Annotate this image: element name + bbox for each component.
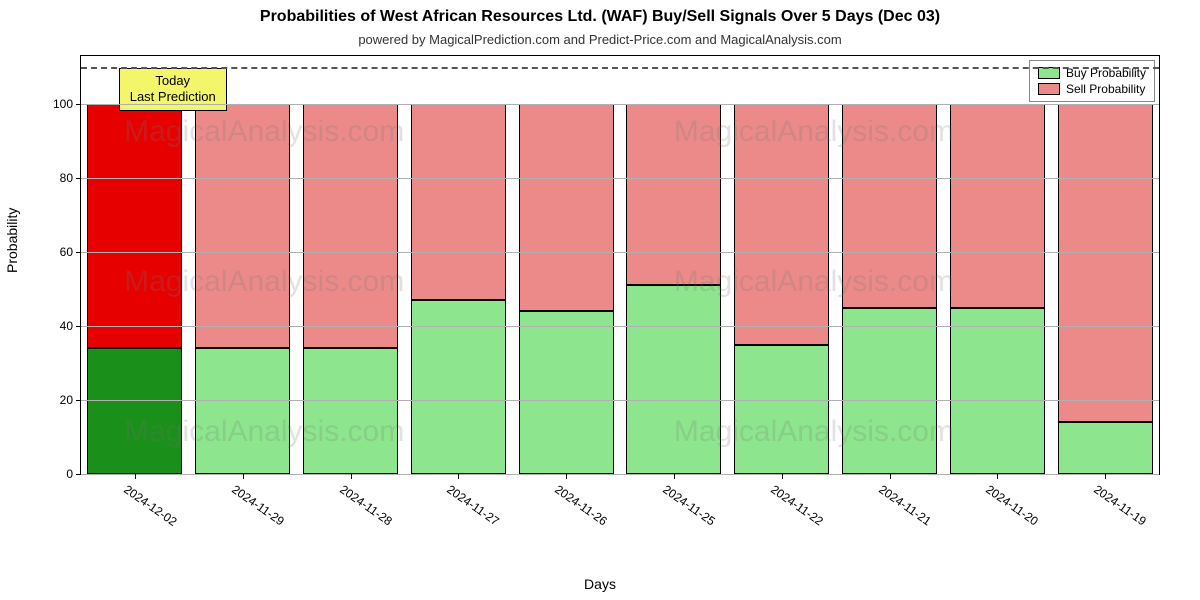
xtick-label: 2024-11-20 — [984, 474, 1047, 528]
chart-container: Probabilities of West African Resources … — [0, 0, 1200, 600]
callout-line2: Last Prediction — [130, 89, 216, 105]
sell-bar — [842, 104, 937, 307]
chart-title: Probabilities of West African Resources … — [0, 8, 1200, 26]
sell-bar — [195, 104, 290, 348]
xtick-label: 2024-12-02 — [121, 474, 185, 529]
grid-line — [81, 400, 1159, 401]
sell-bar — [519, 104, 614, 311]
sell-bar — [734, 104, 829, 344]
bar-group — [842, 56, 937, 474]
bar-group — [1058, 56, 1153, 474]
sell-bar — [626, 104, 721, 285]
callout-line1: Today — [130, 73, 216, 89]
buy-bar — [842, 308, 937, 474]
xtick-label: 2024-11-19 — [1091, 474, 1154, 528]
xtick-label: 2024-11-26 — [552, 474, 615, 528]
legend-swatch-sell — [1038, 83, 1060, 95]
ytick-label: 60 — [60, 245, 81, 259]
buy-bar — [195, 348, 290, 474]
bar-group — [87, 56, 182, 474]
sell-bar — [411, 104, 506, 300]
bar-group — [950, 56, 1045, 474]
x-axis-label: Days — [0, 576, 1200, 592]
ytick-label: 20 — [60, 393, 81, 407]
y-axis-label: Probability — [4, 208, 20, 273]
reference-line — [81, 67, 1159, 69]
xtick-label: 2024-11-22 — [768, 474, 831, 528]
grid-line — [81, 252, 1159, 253]
ytick-label: 80 — [60, 171, 81, 185]
sell-bar — [87, 104, 182, 348]
grid-line — [81, 104, 1159, 105]
ytick-label: 100 — [53, 97, 81, 111]
buy-bar — [1058, 422, 1153, 474]
bars-wrap — [81, 56, 1159, 474]
bar-group — [734, 56, 829, 474]
ytick-label: 40 — [60, 319, 81, 333]
bar-group — [411, 56, 506, 474]
bar-group — [519, 56, 614, 474]
buy-bar — [950, 308, 1045, 474]
plot-area: Buy Probability Sell Probability Today L… — [80, 55, 1160, 475]
bar-group — [195, 56, 290, 474]
grid-line — [81, 178, 1159, 179]
xtick-label: 2024-11-29 — [229, 474, 292, 528]
xtick-label: 2024-11-28 — [337, 474, 400, 528]
ytick-label: 0 — [66, 467, 81, 481]
bar-group — [303, 56, 398, 474]
legend-row-sell: Sell Probability — [1038, 81, 1146, 97]
legend-label-sell: Sell Probability — [1066, 82, 1145, 96]
buy-bar — [734, 345, 829, 474]
buy-bar — [87, 348, 182, 474]
sell-bar — [950, 104, 1045, 307]
buy-bar — [519, 311, 614, 474]
xtick-label: 2024-11-21 — [876, 474, 939, 528]
bar-group — [626, 56, 721, 474]
xtick-label: 2024-11-25 — [660, 474, 723, 528]
xtick-label: 2024-11-27 — [445, 474, 508, 528]
chart-subtitle: powered by MagicalPrediction.com and Pre… — [0, 32, 1200, 47]
buy-bar — [626, 285, 721, 474]
buy-bar — [303, 348, 398, 474]
sell-bar — [1058, 104, 1153, 422]
sell-bar — [303, 104, 398, 348]
grid-line — [81, 326, 1159, 327]
